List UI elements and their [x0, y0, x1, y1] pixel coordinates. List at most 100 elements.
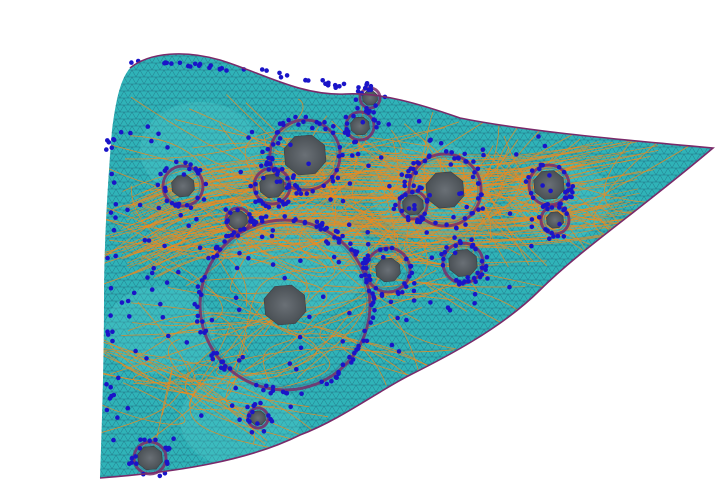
sample-point [291, 173, 297, 178]
sample-point [206, 255, 211, 261]
sample-point [340, 152, 345, 158]
sample-point [464, 204, 470, 210]
sample-point [542, 143, 548, 149]
streamline [193, 374, 327, 446]
sample-point [424, 230, 430, 235]
streamline [100, 321, 266, 445]
sample-point [330, 130, 336, 136]
streamline [100, 170, 260, 253]
sample-point [529, 217, 535, 222]
sample-point [514, 152, 519, 157]
sample-point [274, 179, 280, 185]
streamline [189, 299, 275, 411]
sample-point [306, 161, 311, 167]
sample-point [335, 175, 341, 181]
streamline [133, 222, 626, 274]
sample-point [364, 338, 370, 344]
sample-point [163, 188, 168, 194]
sample-point [362, 256, 368, 262]
sample-point [270, 384, 276, 390]
sample-point [340, 233, 345, 239]
sample-point [249, 215, 254, 221]
streamline [131, 146, 579, 198]
sample-point [473, 246, 478, 252]
sample-point [149, 270, 155, 276]
sample-point [373, 103, 378, 108]
streamline [100, 363, 326, 385]
streamline [350, 197, 526, 288]
sample-point [110, 329, 115, 335]
sample-point [149, 287, 155, 292]
sample-point [406, 217, 411, 223]
sample-point [379, 293, 385, 299]
sample-point [479, 259, 485, 264]
sample-point [325, 241, 331, 246]
sample-point [389, 245, 395, 251]
sample-point [433, 220, 438, 226]
sample-point [151, 265, 156, 271]
sample-point [169, 61, 174, 66]
sample-point [362, 328, 367, 334]
sample-point [304, 191, 310, 196]
sample-point [415, 217, 420, 223]
sample-point [270, 388, 276, 394]
sample-point [253, 220, 259, 225]
sample-point [475, 196, 481, 201]
sample-point [160, 315, 166, 320]
sample-point [399, 172, 405, 177]
sample-point [217, 247, 223, 252]
streamline [244, 284, 380, 371]
sample-point [104, 382, 109, 387]
sample-point [361, 338, 366, 344]
sample-point [389, 342, 395, 348]
sample-point [477, 274, 483, 280]
sample-point [193, 166, 198, 171]
streamline [133, 353, 329, 418]
sample-point [562, 195, 568, 201]
sample-point [156, 131, 161, 137]
sample-point [331, 254, 337, 260]
sample-point [452, 235, 457, 240]
sample-point [282, 214, 288, 219]
sample-point [443, 149, 449, 154]
sample-point [111, 137, 116, 142]
sample-point [411, 298, 417, 303]
sample-point [411, 161, 416, 166]
streamline [226, 94, 336, 243]
sample-point [294, 367, 299, 372]
sample-point [331, 124, 336, 129]
sample-point [334, 167, 340, 173]
sample-point [271, 142, 276, 147]
sample-point [286, 199, 291, 205]
sample-point [470, 174, 476, 180]
sample-point [277, 179, 283, 184]
sample-point [261, 429, 267, 434]
sample-point [340, 362, 346, 368]
hole-rim [246, 406, 270, 430]
sample-point [292, 182, 298, 188]
sample-point [336, 154, 342, 159]
sample-point [452, 250, 458, 256]
sample-point [343, 114, 349, 120]
sample-point [364, 277, 369, 283]
sample-point [381, 254, 386, 260]
sample-point [134, 461, 139, 467]
sample-point [178, 212, 183, 218]
sample-point [128, 130, 133, 136]
sample-point [367, 277, 373, 283]
sample-point [217, 67, 223, 72]
sample-point [419, 185, 424, 191]
sample-point [335, 236, 341, 241]
sample-point [125, 298, 131, 304]
sample-point [404, 256, 409, 262]
sample-point [422, 211, 428, 217]
sample-point [547, 236, 552, 241]
sample-point [556, 164, 562, 170]
sample-point [475, 166, 481, 172]
sample-point [259, 234, 265, 240]
sample-point [373, 285, 379, 291]
sample-point [570, 190, 575, 195]
sample-point [210, 356, 216, 362]
sample-point [231, 230, 237, 235]
streamline [167, 338, 196, 382]
